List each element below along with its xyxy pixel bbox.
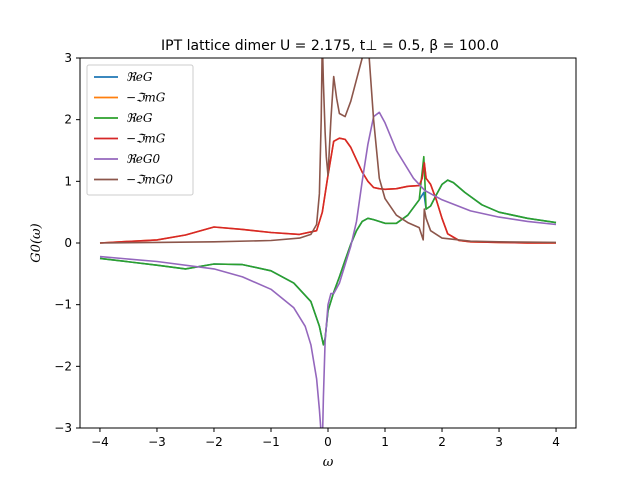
y-tick-label: −2: [54, 359, 72, 373]
series-line-5: [99, 111, 557, 428]
y-axis-ticks: −3 −2 −1 0 1 2 3: [54, 51, 80, 435]
x-tick-label: −3: [148, 435, 166, 449]
y-tick-label: −1: [54, 298, 72, 312]
legend: ℜeG −ℑmG ℜeG −ℑmG ℜeG0 −ℑmG0: [86, 64, 194, 196]
series-line-6: [99, 58, 557, 244]
legend-label: −ℑmG0: [126, 173, 173, 187]
y-tick-label: 3: [64, 51, 72, 65]
x-axis-ticks: −4 −3 −2 −1 0 1 2 3 4: [91, 428, 560, 449]
x-tick-label: 2: [438, 435, 446, 449]
y-axis-label: G0(ω): [29, 223, 44, 262]
x-tick-label: 4: [552, 435, 560, 449]
x-tick-label: −2: [205, 435, 223, 449]
y-tick-label: 2: [64, 113, 72, 127]
x-tick-label: 1: [381, 435, 389, 449]
chart-title: IPT lattice dimer U = 2.175, t⊥ = 0.5, β…: [161, 38, 499, 54]
x-tick-label: 0: [324, 435, 332, 449]
x-tick-label: −1: [262, 435, 280, 449]
legend-label: ℜeG: [126, 111, 153, 125]
y-tick-label: −3: [54, 421, 72, 435]
x-tick-label: −4: [91, 435, 109, 449]
series-layer: [99, 58, 557, 428]
y-tick-label: 1: [64, 174, 72, 188]
y-tick-label: 0: [64, 236, 72, 250]
legend-label: ℜeG: [126, 70, 153, 84]
legend-label: ℜeG0: [126, 152, 160, 166]
legend-label: −ℑmG: [126, 91, 166, 105]
legend-label: −ℑmG: [126, 132, 166, 146]
series-line-3: [99, 155, 557, 346]
x-tick-label: 3: [495, 435, 503, 449]
x-axis-label: ω: [323, 455, 334, 470]
series-line-4: [99, 137, 556, 244]
